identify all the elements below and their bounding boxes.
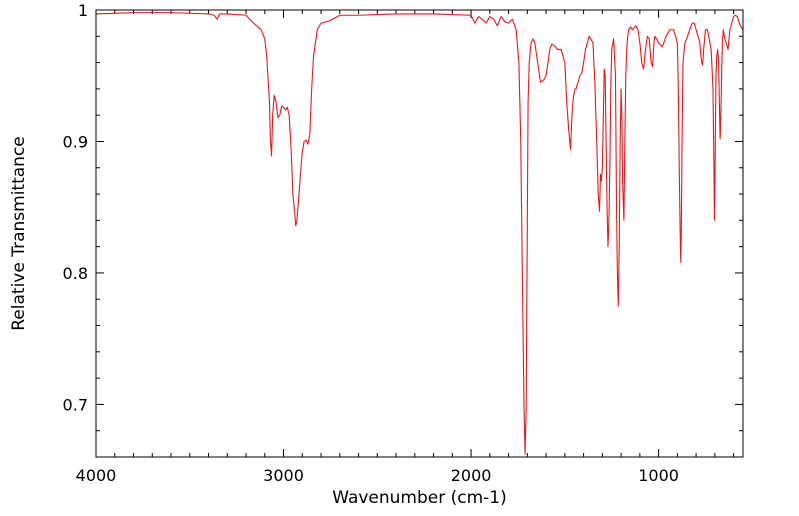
axis-ticks [95,9,743,457]
spectrum-line [95,12,744,455]
y-tick-label: 0.9 [63,132,88,151]
plot-frame [95,9,744,458]
y-tick-label: 0.7 [63,395,88,414]
y-tick-label: 1 [78,1,88,20]
x-tick-label: 1000 [638,466,679,485]
x-tick-label: 3000 [263,466,304,485]
axis-tick-labels: 4000 3000 2000 1000 0.7 0.8 0.9 1 [63,1,679,485]
x-tick-label: 4000 [76,466,117,485]
x-tick-label: 2000 [451,466,492,485]
y-axis-label: Relative Transmittance [9,136,29,331]
x-axis-label: Wavenumber (cm-1) [332,488,507,508]
y-tick-label: 0.8 [63,264,88,283]
